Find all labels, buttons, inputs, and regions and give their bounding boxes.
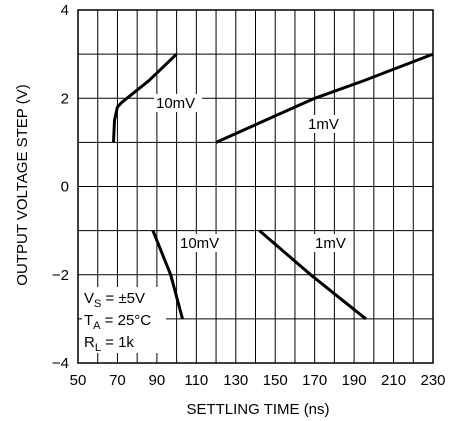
series-line-1mV-3 (258, 229, 367, 321)
x-tick-label: 210 (381, 372, 406, 389)
condition-supply-base: V (84, 290, 94, 307)
series-line-10mV-2 (151, 230, 184, 320)
condition-temperature-base: T (84, 312, 93, 329)
series-label-bg-1mV-pos (306, 115, 346, 133)
condition-load: RL = 1k (84, 334, 134, 354)
x-tick-label: 190 (342, 372, 367, 389)
x-tick-label: 130 (223, 372, 248, 389)
x-tick-label: 150 (263, 372, 288, 389)
y-tick-label: −2 (52, 267, 69, 284)
series-label-bg-10mV-pos (154, 94, 202, 112)
series-label-1mV-pos: 1mV (308, 116, 339, 133)
x-tick-label: 110 (184, 372, 208, 389)
conditions-bg (82, 287, 166, 353)
condition-temperature-value: = 25°C (101, 312, 152, 329)
grid-lines (78, 10, 433, 363)
x-tick-label: 50 (70, 372, 87, 389)
series-line-10mV-0 (112, 53, 178, 143)
x-tick-label: 70 (109, 372, 126, 389)
series-line-1mV-1 (215, 52, 434, 144)
y-tick-label: −4 (52, 355, 69, 372)
condition-temperature-sub: A (93, 320, 101, 332)
condition-supply: VS = ±5V (84, 290, 145, 310)
x-axis-title: SETTLING TIME (ns) (186, 401, 329, 418)
condition-load-sub: L (95, 342, 101, 354)
condition-supply-value: = ±5V (101, 290, 145, 307)
series-label-1mV-neg: 1mV (315, 235, 346, 252)
y-axis-title: OUTPUT VOLTAGE STEP (V) (14, 84, 31, 285)
series-layer (112, 52, 434, 321)
condition-supply-sub: S (94, 298, 101, 310)
condition-load-base: R (84, 334, 95, 351)
series-label-10mV-pos: 10mV (156, 95, 195, 112)
condition-temperature: TA = 25°C (84, 312, 151, 332)
x-tick-label: 90 (149, 372, 166, 389)
x-tick-label: 170 (302, 372, 327, 389)
series-label-bg-10mV-neg (178, 234, 226, 252)
condition-load-value: = 1k (101, 334, 134, 351)
plot-frame (77, 9, 434, 364)
series-label-10mV-neg: 10mV (180, 235, 219, 252)
series-label-bg-1mV-neg (313, 234, 353, 252)
x-tick-label: 230 (420, 372, 445, 389)
y-tick-label: 4 (61, 2, 69, 19)
y-tick-label: 0 (61, 179, 69, 196)
tick-labels: 50 70 90 110 130 150 170 190 210 230 4 2 0 −2 −4 (52, 2, 446, 389)
y-tick-label: 2 (61, 90, 69, 107)
